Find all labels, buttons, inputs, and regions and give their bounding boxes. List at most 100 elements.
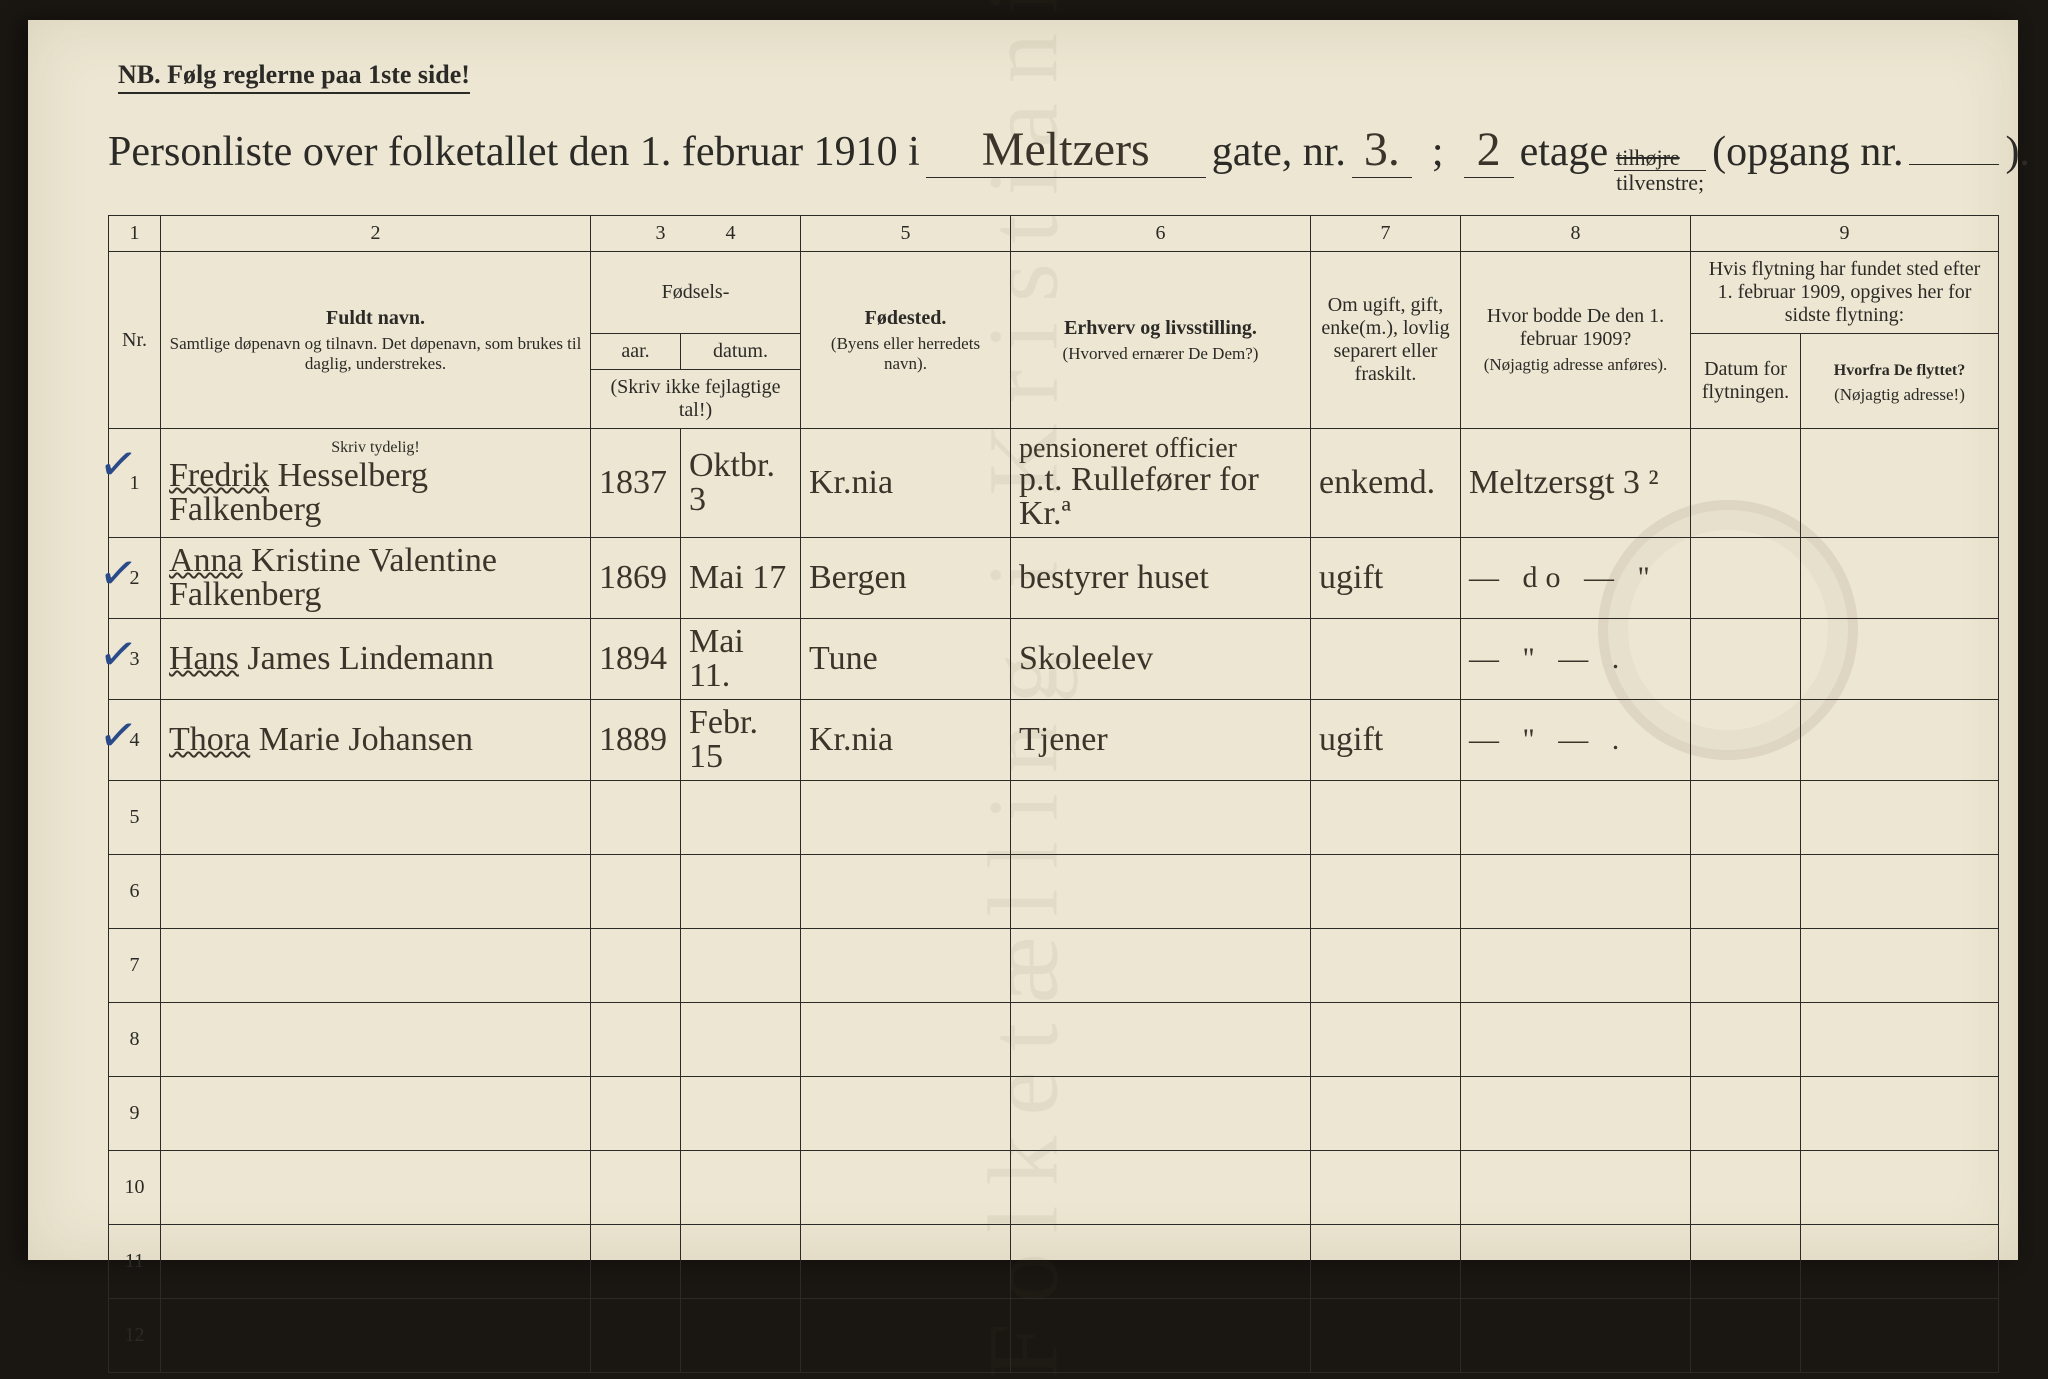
name-underlined: Fredrik [169, 457, 269, 494]
cell-name [161, 1225, 591, 1299]
cell-birthplace-value: Kr.nia [809, 723, 1002, 757]
cell-nr: ✓2 [109, 538, 161, 619]
occupation-main: p.t. Rullefører for Kr.ª [1019, 463, 1302, 531]
cell-birthplace: Tune [801, 619, 1011, 700]
table-row: 10 [109, 1151, 1999, 1225]
cell-move-from [1801, 700, 1999, 781]
cell-status: enkemd. [1311, 429, 1461, 538]
cell-status [1311, 1151, 1461, 1225]
row-number: 5 [130, 806, 140, 828]
name-underlined: Anna [169, 542, 243, 579]
cell-occupation [1011, 1003, 1311, 1077]
table-head: 1 2 3 4 5 6 7 8 9 Nr. Fuldt navn. Samtli… [109, 216, 1999, 429]
cell-move-date [1691, 538, 1801, 619]
cell-move-from [1801, 1225, 1999, 1299]
cell-move-from [1801, 1299, 1999, 1373]
cell-year-value: 1889 [599, 723, 672, 757]
cell-date [681, 929, 801, 1003]
colnum-7: 7 [1311, 216, 1461, 252]
cell-addr-1909 [1461, 1077, 1691, 1151]
cell-year-value: 1894 [599, 642, 672, 676]
tick-mark: ✓ [95, 625, 141, 684]
occupation-top: pensioneret officier [1019, 435, 1302, 463]
cell-addr-1909 [1461, 1225, 1691, 1299]
cell-name: Skriv tydelig!Fredrik Hesselberg Falkenb… [161, 429, 591, 538]
hdr-name-main: Fuldt navn. [326, 307, 425, 329]
cell-date-value: Mai 17 [689, 561, 792, 595]
nb-text: Følg reglerne paa 1ste side! [167, 60, 470, 89]
cell-birthplace: Kr.nia [801, 429, 1011, 538]
addr-1909-value: — " — . [1469, 642, 1627, 675]
cell-occupation [1011, 1151, 1311, 1225]
cell-status: ugift [1311, 700, 1461, 781]
cell-move-date [1691, 1299, 1801, 1373]
hdr-move-date: Datum for flytningen. [1691, 334, 1801, 429]
cell-birthplace: Kr.nia [801, 700, 1011, 781]
person-name: Thora Marie Johansen [169, 723, 582, 757]
row-number: 12 [125, 1324, 145, 1346]
cell-year: 1837 [591, 429, 681, 538]
name-underlined: Thora [169, 721, 250, 758]
hdr-year: aar. [591, 334, 681, 370]
hdr-move-from: Hvorfra De flyttet? (Nøjagtig adresse!) [1801, 334, 1999, 429]
cell-move-date [1691, 1077, 1801, 1151]
table-body: ✓1Skriv tydelig!Fredrik Hesselberg Falke… [109, 429, 1999, 1373]
cell-move-date [1691, 700, 1801, 781]
tick-mark: ✓ [95, 544, 141, 603]
cell-date [681, 1151, 801, 1225]
cell-birthplace [801, 929, 1011, 1003]
cell-nr: 8 [109, 1003, 161, 1077]
cell-move-date [1691, 619, 1801, 700]
cell-move-date [1691, 1003, 1801, 1077]
occupation-main: bestyrer huset [1019, 561, 1302, 595]
table-row: ✓2Anna Kristine Valentine Falkenberg1869… [109, 538, 1999, 619]
cell-move-from [1801, 855, 1999, 929]
cell-move-from [1801, 781, 1999, 855]
cell-occupation [1011, 929, 1311, 1003]
skriv-tydelig-label: Skriv tydelig! [169, 439, 582, 457]
cell-year [591, 1077, 681, 1151]
cell-birthplace-value: Kr.nia [809, 466, 1002, 500]
row-number: 7 [130, 954, 140, 976]
cell-nr: 11 [109, 1225, 161, 1299]
cell-year [591, 929, 681, 1003]
table-row: ✓4Thora Marie Johansen1889Febr. 15Kr.nia… [109, 700, 1999, 781]
cell-move-date [1691, 1225, 1801, 1299]
street-name: Meltzers [926, 122, 1206, 178]
side-fraction: tilhøjre tilvenstre; [1614, 146, 1706, 195]
cell-year [591, 1225, 681, 1299]
cell-status-value: ugift [1319, 723, 1452, 757]
cell-status [1311, 929, 1461, 1003]
addr-1909-value: — do — " [1469, 561, 1658, 594]
table-row: 7 [109, 929, 1999, 1003]
hdr-birthplace-main: Fødested. [865, 307, 947, 329]
cell-date [681, 1299, 801, 1373]
cell-move-date [1691, 1151, 1801, 1225]
cell-year-value: 1837 [599, 466, 672, 500]
cell-year [591, 1299, 681, 1373]
cell-birthplace [801, 1299, 1011, 1373]
title-line: Personliste over folketallet den 1. febr… [108, 122, 1958, 195]
person-name: Anna Kristine Valentine Falkenberg [169, 544, 582, 612]
cell-year [591, 1151, 681, 1225]
etage-nr: 2 [1464, 122, 1514, 178]
cell-name [161, 1151, 591, 1225]
cell-birthplace [801, 1151, 1011, 1225]
cell-move-date [1691, 429, 1801, 538]
cell-addr-1909 [1461, 1003, 1691, 1077]
colnum-8: 8 [1461, 216, 1691, 252]
cell-date: Febr. 15 [681, 700, 801, 781]
cell-status [1311, 1003, 1461, 1077]
cell-occupation [1011, 1225, 1311, 1299]
colnum-34: 3 4 [591, 216, 801, 252]
cell-birthplace-value: Bergen [809, 561, 1002, 595]
hdr-1909-main: Hvor bodde De den 1. februar 1909? [1487, 305, 1664, 350]
title-prefix: Personliste over folketallet den 1. febr… [108, 128, 920, 176]
cell-addr-1909 [1461, 1151, 1691, 1225]
cell-status [1311, 1077, 1461, 1151]
cell-addr-1909: — " — . [1461, 700, 1691, 781]
table-row: 9 [109, 1077, 1999, 1151]
table-row: 8 [109, 1003, 1999, 1077]
hdr-1909-sub: (Nøjagtig adresse anføres). [1469, 355, 1682, 375]
census-table: 1 2 3 4 5 6 7 8 9 Nr. Fuldt navn. Samtli… [108, 215, 1999, 1373]
